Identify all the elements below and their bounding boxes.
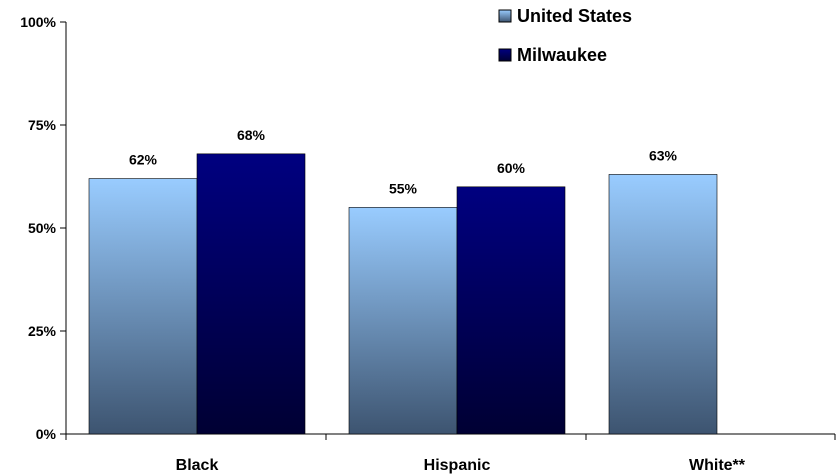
y-tick-label: 50% <box>28 220 57 236</box>
data-label: 63% <box>649 147 678 163</box>
data-label: 55% <box>389 180 418 196</box>
data-labels: 62% 55% 63% 68% 60% <box>129 127 678 197</box>
y-tick-label: 100% <box>20 14 56 30</box>
y-tick-label: 0% <box>36 426 57 442</box>
bar-milwaukee-1 <box>456 186 566 435</box>
data-label: 68% <box>237 127 266 143</box>
legend-label-milwaukee: Milwaukee <box>517 45 607 65</box>
y-tick-label: 75% <box>28 117 57 133</box>
bar-united-states-0 <box>88 178 198 435</box>
x-category-label: Black <box>176 457 219 474</box>
x-category-label: White** <box>689 457 746 474</box>
bars <box>88 153 718 435</box>
legend: United States Milwaukee <box>498 6 632 65</box>
data-label: 60% <box>497 160 526 176</box>
legend-swatch-milwaukee <box>498 48 512 62</box>
bar-united-states-2 <box>608 174 718 435</box>
x-category-label: Hispanic <box>424 457 491 474</box>
legend-label-united-states: United States <box>517 6 632 26</box>
y-tick-label: 25% <box>28 323 57 339</box>
legend-swatch-united-states <box>498 9 512 23</box>
data-label: 62% <box>129 152 158 168</box>
bar-united-states-1 <box>348 207 458 435</box>
bar-milwaukee-0 <box>196 153 306 435</box>
